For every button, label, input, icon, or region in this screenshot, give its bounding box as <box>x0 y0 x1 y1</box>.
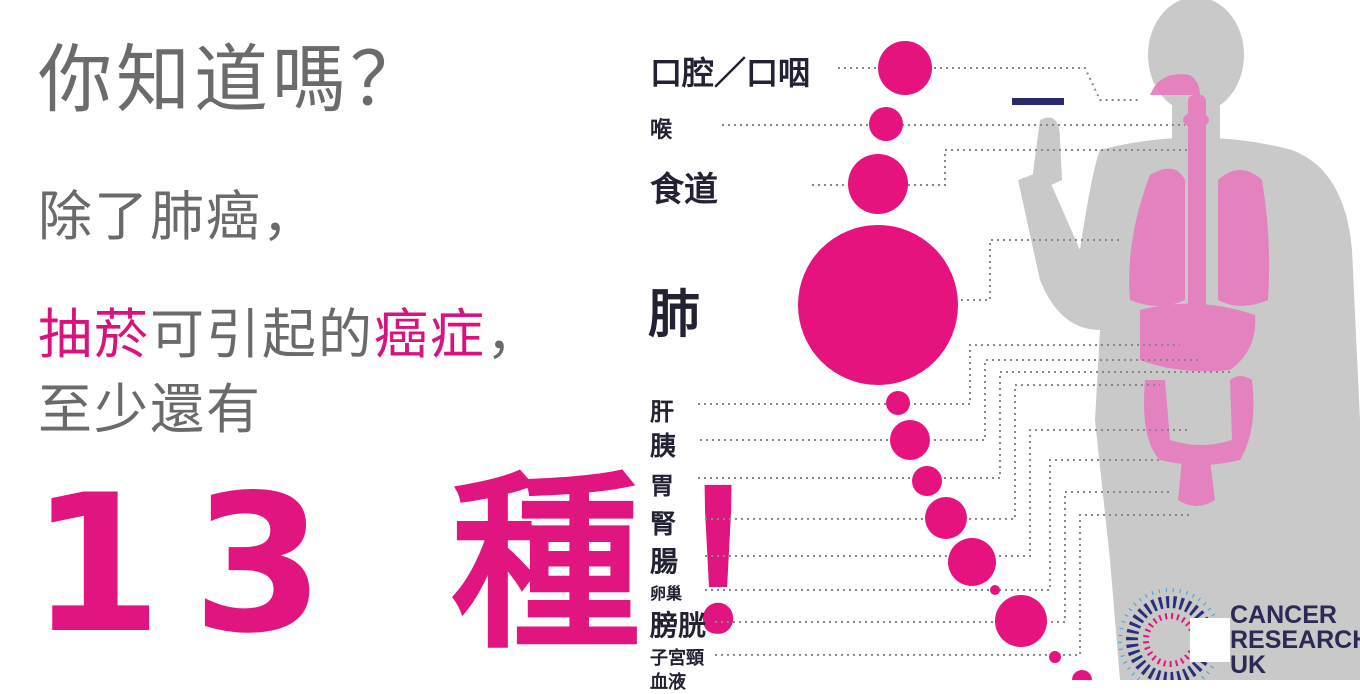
label-esophagus: 食道 <box>650 170 718 210</box>
bubble-chart <box>798 41 1092 680</box>
bubble-bladder <box>995 595 1047 647</box>
logo-line-2: RESEARCH <box>1230 626 1360 654</box>
bubble-esophagus <box>848 154 908 214</box>
big-count-text: 13 種！ <box>30 454 891 675</box>
comma-text: ， <box>486 303 542 366</box>
headline-panel: 你知道嗎？ 除了肺癌， 抽菸可引起的癌症， 至少還有 13 種！ <box>0 0 861 680</box>
cancer-research-uk-logo: CANCER RESEARCH UK <box>1230 603 1360 678</box>
bubble-pancreas <box>890 420 930 460</box>
logo-line-1: CANCER <box>1230 601 1337 629</box>
label-larynx: 喉 <box>650 118 673 143</box>
label-mouth-pharynx: 口腔／口咽 <box>650 54 811 92</box>
bubble-larynx <box>869 107 903 141</box>
subtitle-line-3: 至少還有 <box>38 378 262 441</box>
label-pancreas: 胰 <box>650 432 677 462</box>
bubble-bowel <box>948 538 996 586</box>
smoking-word: 抽菸 <box>38 303 150 366</box>
cancer-infographic: 口腔／口咽 喉 食道 肺 肝 胰 胃 腎 腸 卵巢 膀胱 子宮頸 血液 <box>620 0 1360 693</box>
label-kidney: 腎 <box>650 510 677 540</box>
bubble-lung <box>798 225 958 385</box>
bubble-ovary <box>990 585 1000 595</box>
label-liver: 肝 <box>650 398 674 426</box>
label-stomach: 胃 <box>650 472 674 500</box>
organs-diagram <box>1129 74 1270 506</box>
label-bladder: 膀胱 <box>650 609 707 642</box>
bubble-kidney <box>925 497 967 539</box>
bubble-liver <box>886 391 910 415</box>
can-cause-text: 可引起的 <box>150 303 374 366</box>
subtitle-line-2: 抽菸可引起的癌症， <box>38 290 542 369</box>
page-title: 你知道嗎？ <box>38 37 428 123</box>
leader-lines <box>698 67 1230 656</box>
subtitle-line-1: 除了肺癌， <box>38 185 318 248</box>
label-lung: 肺 <box>648 285 701 345</box>
logo-line-3: UK <box>1230 651 1267 679</box>
bubble-blood <box>1072 670 1092 680</box>
cancer-word: 癌症 <box>374 303 486 366</box>
cancer-research-uk-logo-icon <box>1118 588 1230 680</box>
label-ovary: 卵巢 <box>650 584 683 603</box>
bubble-stomach <box>912 466 942 496</box>
infographic-svg <box>698 0 1360 680</box>
cigarette-icon <box>1012 98 1064 105</box>
bubble-cervix <box>1049 651 1061 663</box>
label-blood: 血液 <box>650 672 686 693</box>
label-bowel: 腸 <box>650 545 679 578</box>
bubble-mouth <box>878 41 932 95</box>
label-cervix: 子宮頸 <box>650 648 704 669</box>
